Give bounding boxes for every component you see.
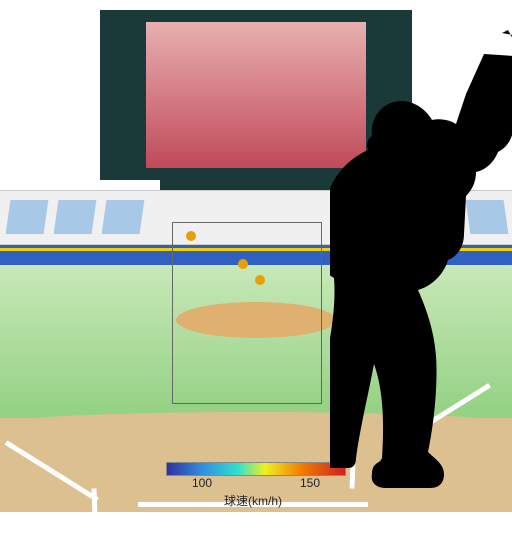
pitch-location-chart: 100 150 球速(km/h) xyxy=(0,0,512,512)
stand-window xyxy=(6,200,49,234)
pitch-marker xyxy=(186,231,196,241)
stand-window xyxy=(54,200,97,234)
legend-tick: 100 xyxy=(192,476,212,490)
pitch-marker xyxy=(255,275,265,285)
speed-legend-label: 球速(km/h) xyxy=(224,492,282,509)
stand-window xyxy=(102,200,145,234)
pitch-marker xyxy=(238,259,248,269)
legend-tick: 150 xyxy=(300,476,320,490)
strike-zone xyxy=(172,222,322,404)
speed-legend-bar xyxy=(166,462,346,476)
batter-silhouette xyxy=(330,30,512,500)
